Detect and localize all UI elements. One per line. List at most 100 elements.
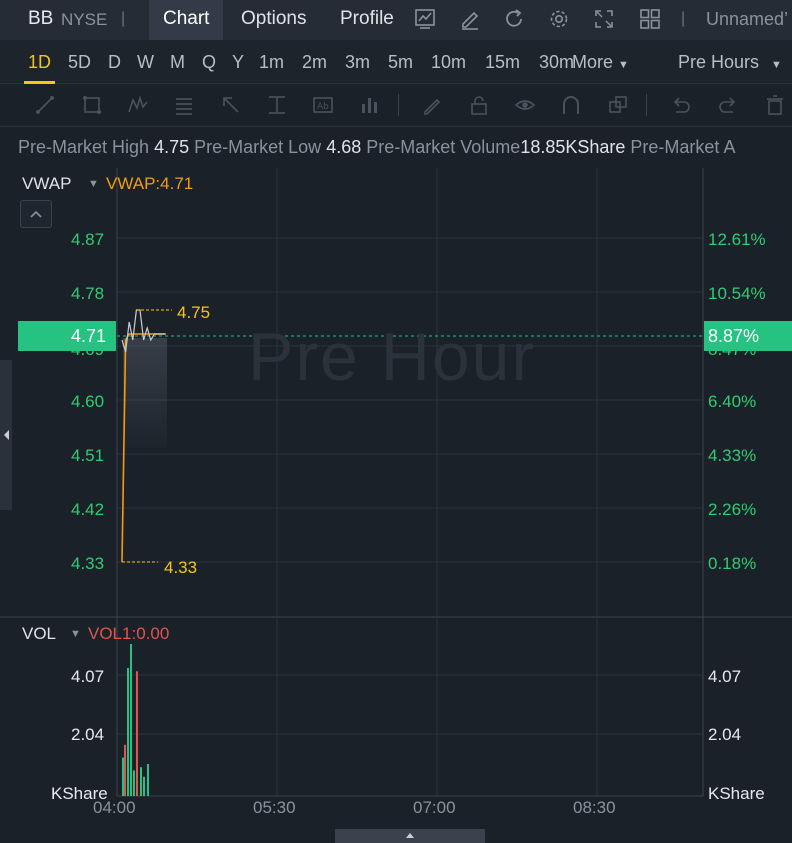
high-annotation: 4.75 <box>177 303 211 322</box>
vwap-shade <box>123 338 167 458</box>
price-line <box>121 309 166 353</box>
exchange-label: NYSE <box>61 10 108 29</box>
divider <box>646 94 647 116</box>
bar-tool-icon[interactable] <box>359 94 381 116</box>
pencil-icon[interactable] <box>421 94 443 116</box>
volume-bar <box>147 764 149 796</box>
period-1d[interactable]: 1D <box>23 52 56 84</box>
refresh-icon[interactable] <box>503 8 525 30</box>
stat-value: 4.75 <box>154 137 190 157</box>
period-30m[interactable]: 30m <box>539 52 573 72</box>
clone-icon[interactable] <box>607 94 629 116</box>
time-axis-label: 08:30 <box>573 798 616 817</box>
price-lines <box>121 309 172 563</box>
collapse-button[interactable] <box>20 200 52 228</box>
divider: | <box>121 10 126 27</box>
stat-label: Pre-Market Low <box>194 137 322 157</box>
volume-bar <box>130 644 132 796</box>
price-axis-label: 4.87 <box>71 230 105 249</box>
percent-axis-label: 0.18% <box>708 554 757 573</box>
vol-indicator-name[interactable]: VOL <box>22 624 57 643</box>
session-label: Pre Hours <box>678 52 760 72</box>
volume-bar <box>133 770 135 796</box>
chevron-left-icon <box>4 430 9 440</box>
percent-axis-label: 2.26% <box>708 500 757 519</box>
chart-type-icon[interactable] <box>414 8 436 30</box>
price-axis-label: 4.33 <box>71 554 105 573</box>
volume-axis-label: 2.04 <box>708 725 742 744</box>
vwap-indicator-name[interactable]: VWAP <box>22 174 72 193</box>
fib-tool-icon[interactable] <box>173 94 195 116</box>
chart-grid <box>0 168 792 797</box>
eye-icon[interactable] <box>514 94 536 116</box>
chevron-down-icon[interactable]: ▼ <box>88 178 99 190</box>
volume-axis-label: 4.07 <box>708 667 742 686</box>
redo-icon[interactable] <box>717 94 739 116</box>
period-m[interactable]: M <box>170 52 185 72</box>
chevron-up-icon <box>30 210 42 218</box>
svg-text:Ab: Ab <box>317 102 329 112</box>
percent-axis-label: 12.61% <box>708 230 766 249</box>
settings-icon[interactable] <box>548 8 570 30</box>
volume-bar <box>136 671 138 796</box>
chevron-down-icon[interactable]: ▼ <box>70 628 81 640</box>
volume-bar <box>140 767 142 796</box>
period-3m[interactable]: 3m <box>345 52 371 72</box>
period-2m[interactable]: 2m <box>302 52 328 72</box>
price-axis-label: 4.60 <box>71 392 105 411</box>
more-dropdown[interactable]: More ▼ <box>572 52 629 73</box>
price-axis-label-obscured: 4.69 <box>71 350 104 360</box>
measure-tool-icon[interactable] <box>266 94 288 116</box>
period-q[interactable]: Q <box>202 52 217 72</box>
drawing-toolbar: Ab <box>0 85 792 127</box>
magnet-icon[interactable] <box>560 94 582 116</box>
divider <box>398 94 399 116</box>
session-watermark: Pre Hour <box>248 319 537 395</box>
period-1m[interactable]: 1m <box>259 52 285 72</box>
volume-axis-label: 2.04 <box>71 725 105 744</box>
tab-chart[interactable]: Chart <box>149 0 224 40</box>
vwap-indicator-value: VWAP:4.71 <box>106 174 194 193</box>
stat-value: 18.85KShare <box>520 137 626 157</box>
tab-profile[interactable]: Profile <box>340 8 394 29</box>
time-axis-label: 05:30 <box>253 798 296 817</box>
time-axis-label: 07:00 <box>413 798 456 817</box>
volume-axis-label: 4.07 <box>71 667 105 686</box>
workspace-name[interactable]: Unnamed’ <box>706 9 789 29</box>
tab-options[interactable]: Options <box>241 8 307 29</box>
volume-bar <box>143 776 145 796</box>
chart-canvas[interactable] <box>0 166 792 830</box>
period-bar: 1D 5D D W M Q Y 1m 2m 3m 5m 10m 15m 30m … <box>0 40 792 84</box>
vwap-shade-rect <box>123 338 167 458</box>
percent-axis-label: 6.40% <box>708 392 757 411</box>
arrow-tool-icon[interactable] <box>220 94 242 116</box>
period-d[interactable]: D <box>108 52 121 72</box>
period-5d[interactable]: 5D <box>68 52 92 72</box>
lock-icon[interactable] <box>468 94 490 116</box>
current-price-badge: 4.71 <box>18 321 116 351</box>
chart-scrollbar[interactable] <box>335 829 485 843</box>
layout-icon[interactable] <box>639 8 661 30</box>
period-5m[interactable]: 5m <box>388 52 414 72</box>
edit-icon[interactable] <box>459 8 481 30</box>
more-label: More <box>572 52 614 72</box>
period-10m[interactable]: 10m <box>431 52 467 72</box>
wave-tool-icon[interactable] <box>127 94 149 116</box>
price-axis-label: 4.78 <box>71 284 105 303</box>
line-tool-icon[interactable] <box>34 94 56 116</box>
pre-market-stats: Pre-Market High 4.75 Pre-Market Low 4.68… <box>18 137 792 158</box>
chevron-up-icon <box>406 833 414 838</box>
period-w[interactable]: W <box>137 52 154 72</box>
undo-icon[interactable] <box>670 94 692 116</box>
chevron-down-icon: ▼ <box>771 59 782 71</box>
left-panel-handle[interactable] <box>0 360 12 510</box>
period-y[interactable]: Y <box>232 52 245 72</box>
stat-label: Pre-Market High <box>18 137 150 157</box>
text-tool-icon[interactable]: Ab <box>312 94 334 116</box>
fullscreen-icon[interactable] <box>593 8 615 30</box>
period-15m[interactable]: 15m <box>485 52 521 72</box>
vol-indicator-value: VOL1:0.00 <box>88 624 170 643</box>
session-dropdown[interactable]: Pre Hours ▼ <box>678 52 782 73</box>
trash-icon[interactable] <box>764 94 786 116</box>
rectangle-tool-icon[interactable] <box>81 94 103 116</box>
